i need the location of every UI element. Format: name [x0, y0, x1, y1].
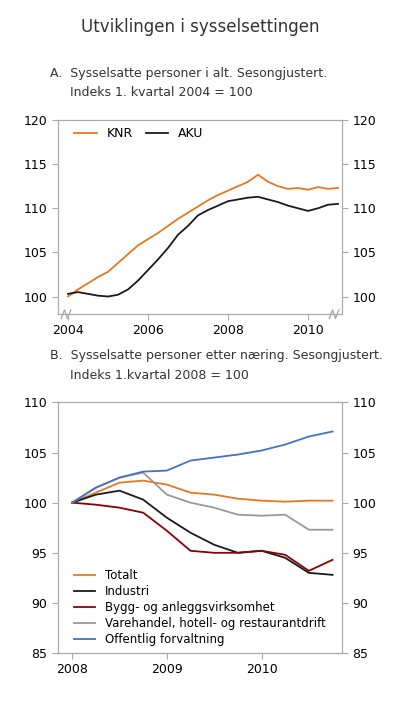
Industri — [259, 546, 264, 555]
Text: Utviklingen i sysselsettingen: Utviklingen i sysselsettingen — [81, 18, 319, 35]
Offentlig forvaltning — [236, 450, 240, 459]
Offentlig forvaltning — [259, 446, 264, 455]
Text: B.  Sysselsatte personer etter næring. Sesongjustert.: B. Sysselsatte personer etter næring. Se… — [50, 349, 383, 362]
Bygg- og anleggsvirksomhet — [330, 556, 335, 564]
Varehandel, hotell- og restaurantdrift — [236, 510, 240, 519]
Totalt — [236, 494, 240, 503]
Bygg- og anleggsvirksomhet — [306, 567, 311, 575]
Industri — [236, 549, 240, 557]
Offentlig forvaltning — [188, 456, 193, 465]
Totalt — [117, 479, 122, 487]
Bygg- og anleggsvirksomhet — [117, 503, 122, 512]
Offentlig forvaltning — [306, 432, 311, 441]
Bygg- og anleggsvirksomhet — [94, 501, 98, 509]
Varehandel, hotell- og restaurantdrift — [141, 468, 146, 477]
Bygg- og anleggsvirksomhet — [212, 549, 217, 557]
Offentlig forvaltning — [94, 484, 98, 492]
Industri — [306, 568, 311, 577]
Text: Indeks 1. kvartal 2004 = 100: Indeks 1. kvartal 2004 = 100 — [50, 86, 253, 99]
Bygg- og anleggsvirksomhet — [236, 549, 240, 557]
Industri — [212, 541, 217, 549]
Industri — [164, 513, 169, 522]
Text: Indeks 1.kvartal 2008 = 100: Indeks 1.kvartal 2008 = 100 — [50, 369, 249, 381]
Varehandel, hotell- og restaurantdrift — [306, 525, 311, 534]
Offentlig forvaltning — [117, 474, 122, 482]
Varehandel, hotell- og restaurantdrift — [117, 474, 122, 482]
Offentlig forvaltning — [212, 453, 217, 462]
Varehandel, hotell- og restaurantdrift — [94, 484, 98, 492]
Line: Bygg- og anleggsvirksomhet: Bygg- og anleggsvirksomhet — [72, 503, 332, 571]
Bygg- og anleggsvirksomhet — [141, 508, 146, 517]
Varehandel, hotell- og restaurantdrift — [164, 491, 169, 499]
Legend: KNR, AKU: KNR, AKU — [69, 122, 208, 145]
Bygg- og anleggsvirksomhet — [283, 551, 288, 559]
Offentlig forvaltning — [164, 467, 169, 475]
Offentlig forvaltning — [283, 441, 288, 449]
Bygg- og anleggsvirksomhet — [164, 527, 169, 535]
Totalt — [164, 480, 169, 489]
Line: Industri: Industri — [72, 491, 332, 575]
Offentlig forvaltning — [141, 467, 146, 476]
Bygg- og anleggsvirksomhet — [259, 546, 264, 555]
Totalt — [283, 498, 288, 506]
Industri — [117, 486, 122, 495]
Totalt — [188, 489, 193, 497]
Totalt — [70, 498, 75, 507]
Industri — [70, 498, 75, 507]
Industri — [141, 496, 146, 504]
Varehandel, hotell- og restaurantdrift — [212, 503, 217, 512]
Bygg- og anleggsvirksomhet — [70, 498, 75, 507]
Varehandel, hotell- og restaurantdrift — [283, 510, 288, 519]
Line: Varehandel, hotell- og restaurantdrift: Varehandel, hotell- og restaurantdrift — [72, 472, 332, 530]
Industri — [94, 491, 98, 499]
Totalt — [330, 496, 335, 505]
Totalt — [259, 496, 264, 505]
Text: A.  Sysselsatte personer i alt. Sesongjustert.: A. Sysselsatte personer i alt. Sesongjus… — [50, 67, 327, 80]
Totalt — [141, 477, 146, 485]
Offentlig forvaltning — [70, 498, 75, 507]
Totalt — [94, 489, 98, 497]
Line: Offentlig forvaltning: Offentlig forvaltning — [72, 431, 332, 503]
Industri — [188, 529, 193, 537]
Legend: Totalt, Industri, Bygg- og anleggsvirksomhet, Varehandel, hotell- og restaurantd: Totalt, Industri, Bygg- og anleggsvirkso… — [69, 564, 330, 650]
Varehandel, hotell- og restaurantdrift — [70, 498, 75, 507]
Varehandel, hotell- og restaurantdrift — [188, 498, 193, 507]
Bygg- og anleggsvirksomhet — [188, 546, 193, 555]
Varehandel, hotell- og restaurantdrift — [259, 511, 264, 520]
Totalt — [212, 491, 217, 499]
Varehandel, hotell- og restaurantdrift — [330, 525, 335, 534]
Line: Totalt: Totalt — [72, 481, 332, 503]
Industri — [330, 570, 335, 579]
Offentlig forvaltning — [330, 427, 335, 436]
Totalt — [306, 496, 311, 505]
Industri — [283, 554, 288, 562]
